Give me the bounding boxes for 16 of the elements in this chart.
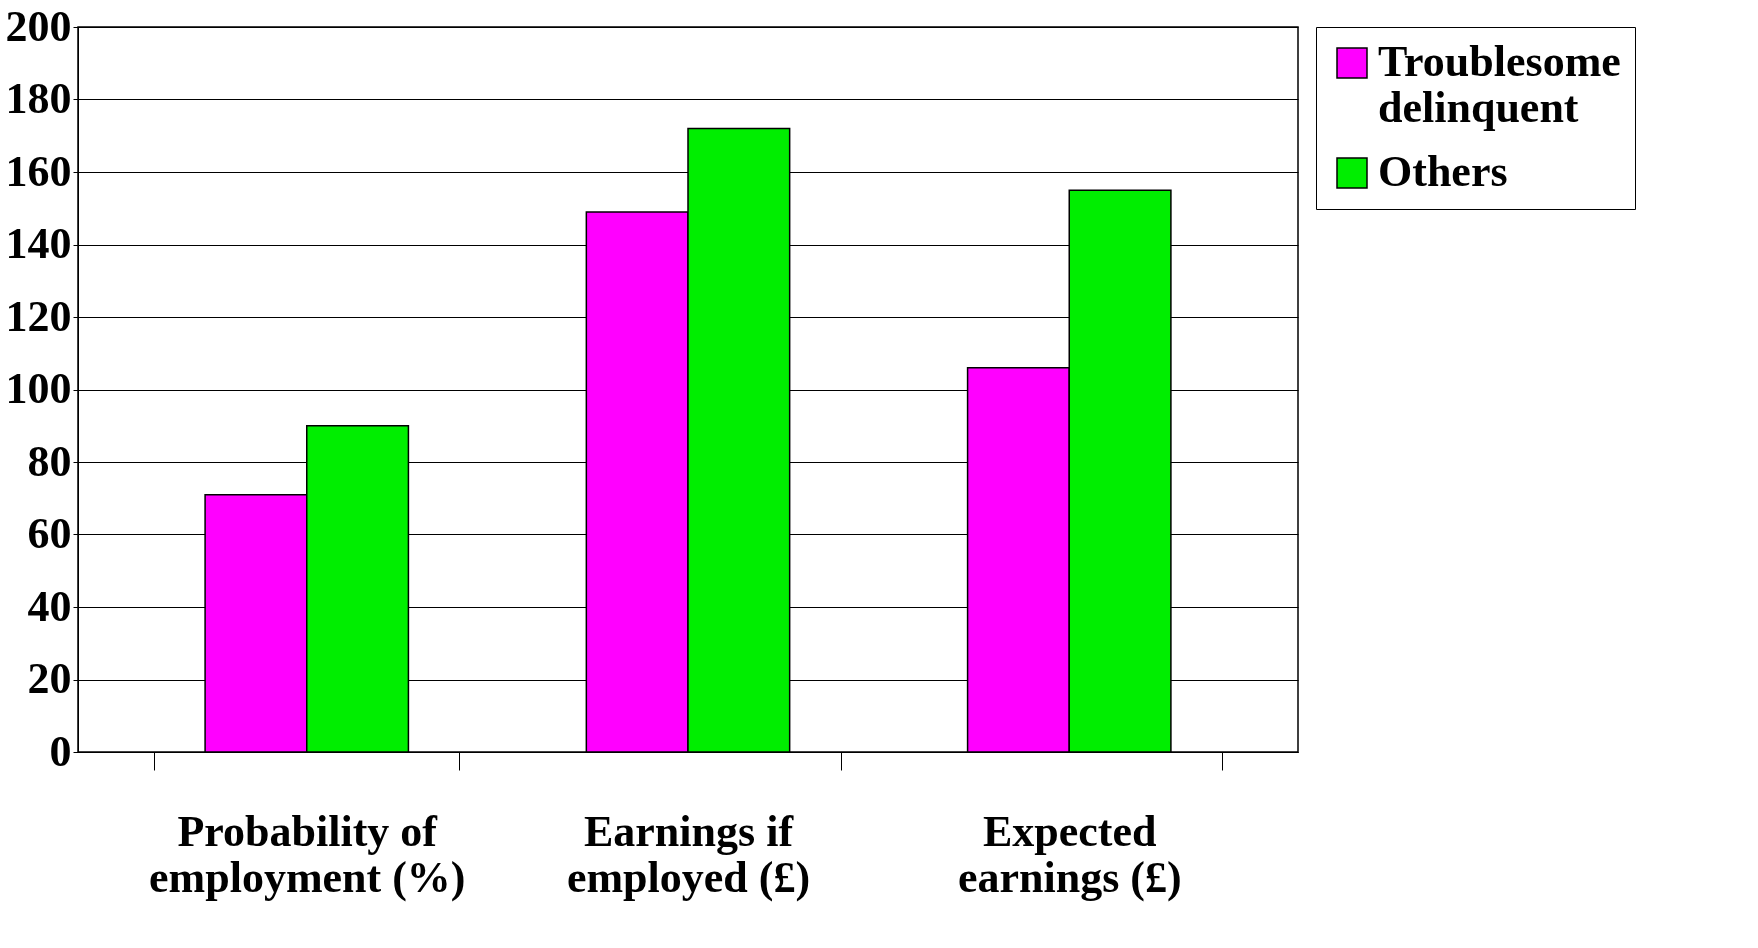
y-tick-label: 180	[5, 74, 72, 123]
y-tick-label: 20	[27, 654, 72, 703]
y-tick-label: 0	[49, 726, 72, 776]
legend-label: Troublesome delinquent	[1378, 37, 1621, 132]
y-tick-label: 40	[27, 581, 72, 631]
y-tick-label: 200	[5, 1, 72, 51]
x-tick-label: Probability of employment (%)	[149, 806, 466, 902]
legend-label: Others	[1378, 147, 1508, 196]
y-tick-label: 60	[27, 509, 72, 558]
x-tick-label: Expected earnings (£)	[957, 806, 1182, 902]
x-tick-label: Earnings if employed (£)	[566, 806, 811, 902]
y-tick-label: 80	[27, 436, 72, 486]
y-tick-label: 140	[5, 219, 72, 268]
y-tick-label: 100	[5, 364, 72, 413]
y-tick-label: 160	[5, 146, 72, 196]
y-tick-label: 120	[5, 291, 72, 341]
